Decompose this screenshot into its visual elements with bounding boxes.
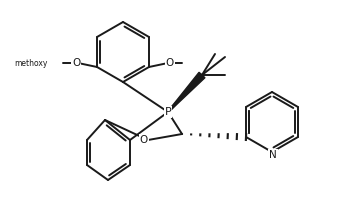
- Text: methoxy: methoxy: [15, 59, 48, 67]
- Text: O: O: [166, 58, 174, 68]
- Text: N: N: [269, 150, 277, 160]
- Text: P: P: [165, 107, 171, 117]
- Polygon shape: [168, 72, 205, 112]
- Text: O: O: [140, 135, 148, 145]
- Text: O: O: [72, 58, 80, 68]
